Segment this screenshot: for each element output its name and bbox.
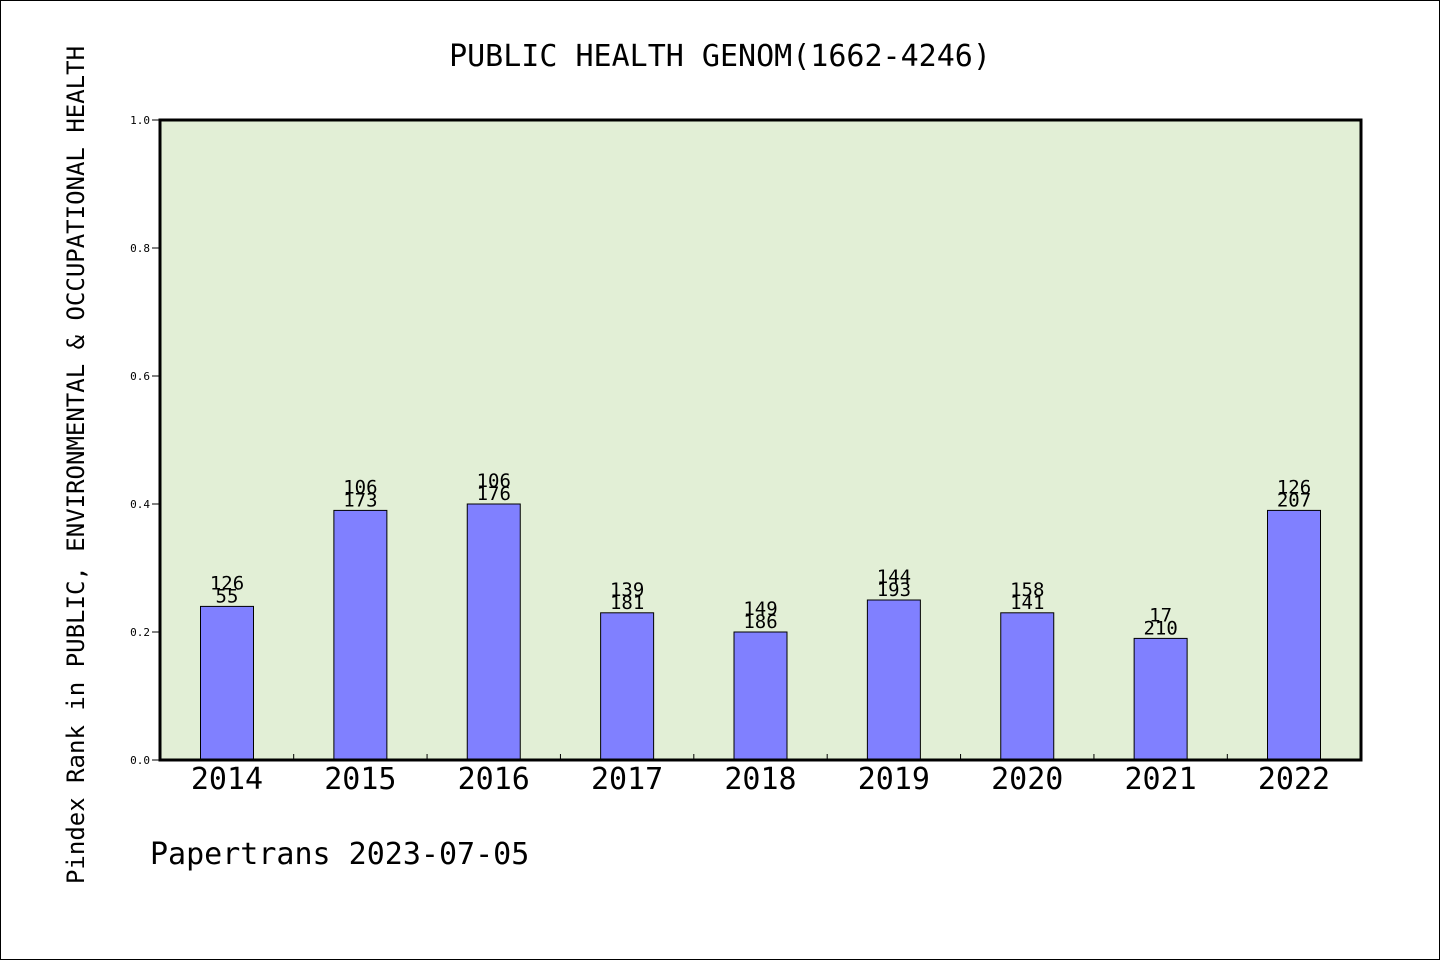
bar-data-label: 139	[610, 579, 644, 601]
bar-2016	[466, 503, 521, 761]
bar-data-label: 141	[1010, 592, 1044, 614]
bar-data-label: 106	[343, 476, 377, 498]
bar-data-label: 126	[210, 572, 244, 594]
bar-2015	[333, 509, 388, 761]
bar-data-label: 210	[1143, 617, 1177, 639]
bar-data-label: 149	[743, 598, 777, 620]
bar-2014	[200, 605, 254, 761]
x-tick-label: 2016	[458, 762, 530, 797]
y-tick-label: 0.2	[130, 626, 150, 639]
x-tick-label: 2015	[324, 762, 396, 797]
bar-data-label: 144	[877, 566, 911, 588]
y-tick-label: 0.4	[130, 498, 150, 511]
y-tick-label: 1.0	[130, 114, 150, 127]
y-axis: 0.0 0.2 0.4 0.6 0.8 1.0	[130, 114, 160, 767]
footer-text: Papertrans 2023-07-05	[150, 837, 529, 872]
x-tick-label: 2017	[591, 762, 663, 797]
bar-data-label: 193	[877, 579, 911, 601]
bar-data-label: 186	[743, 611, 777, 633]
bar-data-label: 176	[477, 483, 511, 505]
x-tick-label: 2021	[1125, 762, 1197, 797]
x-tick-label: 2018	[724, 762, 796, 797]
x-axis: 2014 2015 2016 2017 2018 2019 2020 2021 2022	[191, 754, 1330, 797]
bar-2017	[600, 612, 655, 761]
bar-2020	[1000, 612, 1055, 761]
chart-title: PUBLIC HEALTH GENOM(1662-4246)	[449, 39, 991, 74]
y-tick-label: 0.6	[130, 370, 150, 383]
y-tick-label: 0.8	[130, 242, 150, 255]
bar-2022	[1267, 509, 1321, 761]
bar-data-label: 207	[1277, 489, 1311, 511]
bar-2018	[733, 631, 788, 761]
bar-data-label: 173	[343, 489, 377, 511]
bar-data-label: 17	[1149, 604, 1172, 626]
bar-data-label: 106	[477, 470, 511, 492]
y-tick-label: 0.0	[130, 754, 150, 767]
bar-2021	[1133, 637, 1188, 761]
bar-data-label: 158	[1010, 579, 1044, 601]
bar-2019	[866, 599, 921, 761]
y-axis-label: Pindex Rank in PUBLIC, ENVIRONMENTAL & O…	[62, 46, 90, 884]
bar-data-label: 55	[216, 585, 239, 607]
bar-series	[200, 503, 1321, 761]
plot-border	[158, 118, 1363, 762]
x-tick-label: 2022	[1258, 762, 1330, 797]
x-tick-label: 2019	[858, 762, 930, 797]
x-tick-label: 2014	[191, 762, 263, 797]
bar-data-label: 126	[1277, 476, 1311, 498]
bar-data-label: 181	[610, 592, 644, 614]
x-tick-label: 2020	[991, 762, 1063, 797]
